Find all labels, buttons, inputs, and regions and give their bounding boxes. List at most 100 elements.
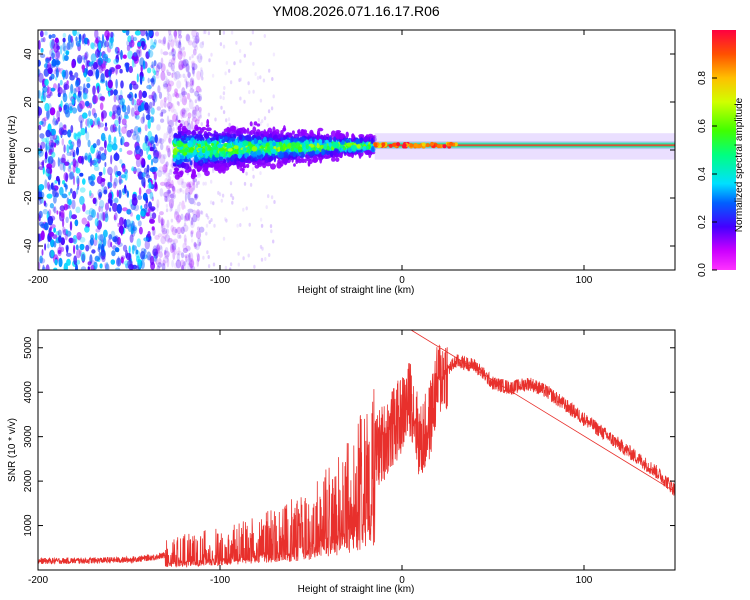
heatmap-cell — [172, 238, 179, 244]
heatmap-cell — [262, 78, 266, 83]
heatmap-cell — [176, 214, 182, 223]
heatmap-cell — [166, 257, 170, 268]
heatmap-cell — [239, 59, 242, 64]
heatmap-cell — [47, 67, 53, 75]
heatmap-cell — [166, 86, 170, 91]
heatmap-cell — [131, 167, 137, 172]
x-tick-label: -100 — [210, 275, 230, 286]
heatmap-cell — [101, 33, 105, 44]
heatmap-cell — [247, 253, 250, 258]
heatmap-cell — [100, 249, 106, 260]
heatmap-cell — [254, 72, 257, 76]
heatmap-cell — [159, 244, 163, 250]
heatmap-cell — [44, 31, 48, 36]
heatmap-cell — [113, 58, 119, 65]
heatmap-cell — [193, 241, 197, 247]
heatmap-cell — [172, 93, 175, 98]
y-tick-label: 0 — [23, 147, 34, 153]
heatmap-cell — [63, 262, 68, 270]
heatmap-cell — [119, 68, 123, 74]
heatmap-cell — [140, 205, 143, 210]
heatmap-cell — [95, 152, 100, 160]
heatmap-cell — [144, 239, 150, 250]
heatmap-cell — [305, 144, 309, 150]
heatmap-cell — [64, 69, 69, 80]
heatmap-cell — [261, 246, 264, 251]
heatmap-cell — [229, 267, 232, 270]
heatmap-cell — [160, 71, 166, 81]
heatmap-cell — [85, 244, 90, 252]
heatmap-cell — [181, 107, 186, 115]
heatmap-cell — [167, 119, 173, 127]
heatmap-cell — [148, 49, 154, 58]
heatmap-cell — [178, 64, 184, 71]
heatmap-cell — [363, 136, 369, 142]
heatmap-cell — [43, 222, 49, 231]
heatmap-cell — [60, 209, 65, 219]
heatmap-cell — [228, 267, 232, 270]
heatmap-cell — [184, 213, 189, 222]
heatmap-cell — [95, 49, 100, 58]
heatmap-cell — [74, 72, 79, 78]
heatmap-cell — [120, 174, 127, 179]
heatmap-cell — [197, 147, 204, 152]
heatmap-cell — [51, 151, 56, 158]
heatmap-cell — [156, 265, 161, 270]
heatmap-cell — [177, 30, 182, 36]
heatmap-cell — [184, 148, 188, 154]
heatmap-cell — [51, 52, 55, 60]
heatmap-cell — [94, 117, 98, 126]
heatmap-cell — [347, 153, 353, 157]
heatmap-cell — [209, 137, 216, 141]
heatmap-cell — [150, 140, 155, 151]
heatmap-cell — [44, 151, 48, 160]
heatmap-cell — [167, 124, 173, 134]
heatmap-cell — [75, 36, 78, 42]
heatmap-cell — [264, 155, 268, 162]
heatmap-cell — [102, 53, 108, 62]
heatmap-cell — [270, 106, 274, 111]
heatmap-cell — [165, 181, 172, 190]
heatmap-cell — [259, 217, 263, 222]
heatmap-cell — [373, 142, 378, 147]
heatmap-cell — [171, 198, 175, 203]
heatmap-cell — [116, 257, 122, 267]
heatmap-cell — [45, 57, 50, 64]
heatmap-cell — [121, 126, 127, 134]
heatmap-cell — [99, 96, 105, 101]
heatmap-cell — [153, 60, 157, 67]
heatmap-cell — [195, 230, 202, 239]
heatmap-cell — [110, 259, 116, 265]
heatmap-cell — [59, 186, 64, 196]
heatmap-cell — [138, 48, 142, 57]
heatmap-cell — [145, 200, 149, 207]
heatmap-cell — [63, 144, 66, 153]
heatmap-y-label: Frequency (Hz) — [7, 116, 18, 185]
heatmap-cell — [168, 127, 174, 137]
heatmap-cell — [194, 45, 199, 51]
heatmap-cell — [154, 31, 160, 37]
heatmap-cell — [181, 261, 187, 270]
heatmap-cell — [396, 142, 400, 147]
heatmap-cell — [85, 118, 90, 127]
heatmap-cell — [136, 49, 141, 59]
heatmap-cell — [331, 157, 336, 162]
heatmap-cell — [80, 251, 86, 262]
heatmap-cell — [79, 100, 85, 110]
heatmap-cell — [176, 226, 182, 235]
heatmap-cell — [171, 259, 175, 268]
heatmap-cell — [104, 262, 107, 269]
heatmap-cell — [248, 222, 251, 227]
heatmap-cell — [181, 111, 185, 119]
heatmap-cell — [109, 68, 112, 76]
heatmap-cell — [103, 186, 108, 194]
heatmap-cell — [259, 98, 263, 103]
heatmap-cell — [134, 93, 137, 99]
heatmap-cells — [38, 30, 675, 270]
heatmap-cell — [228, 122, 231, 127]
heatmap-cell — [63, 45, 68, 52]
heatmap-cell — [220, 165, 227, 171]
heatmap-cell — [71, 98, 75, 106]
heatmap-cell — [392, 142, 397, 147]
heatmap-cell — [248, 90, 251, 95]
